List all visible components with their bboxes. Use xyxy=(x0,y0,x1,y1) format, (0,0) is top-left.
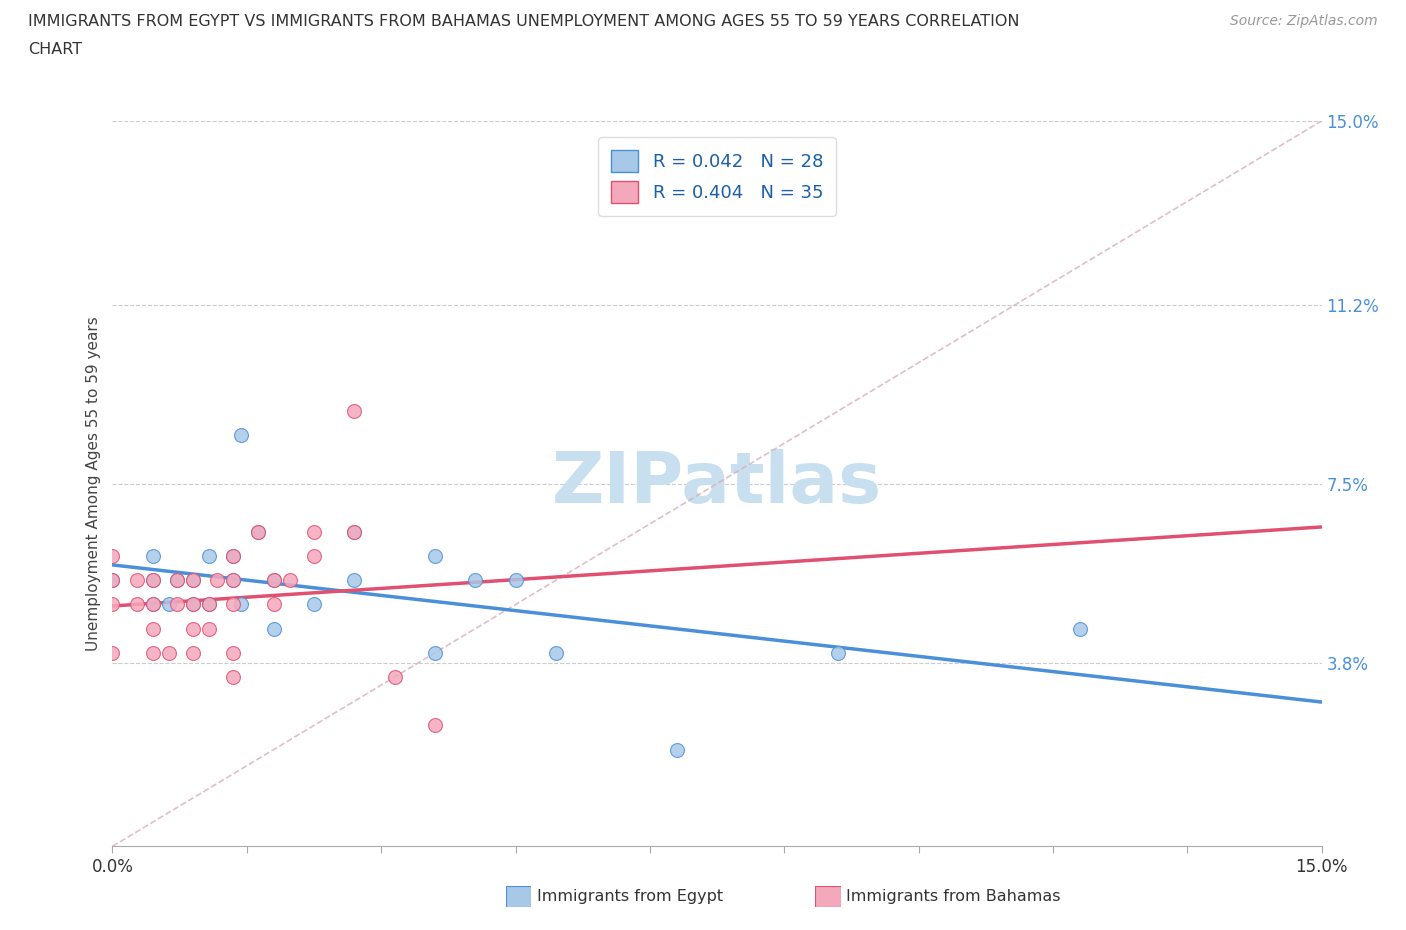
Point xyxy=(181,573,204,588)
Point xyxy=(222,573,245,588)
Point xyxy=(302,525,325,539)
Point xyxy=(302,549,325,564)
Legend: R = 0.042   N = 28, R = 0.404   N = 35: R = 0.042 N = 28, R = 0.404 N = 35 xyxy=(599,138,835,216)
Point xyxy=(198,597,221,612)
Point xyxy=(222,549,245,564)
Point xyxy=(142,549,165,564)
Text: Immigrants from Bahamas: Immigrants from Bahamas xyxy=(846,889,1062,904)
Point xyxy=(263,621,285,636)
Point xyxy=(827,645,849,660)
Point xyxy=(142,597,165,612)
Point xyxy=(166,597,188,612)
Text: CHART: CHART xyxy=(28,42,82,57)
Point xyxy=(1069,621,1091,636)
Point xyxy=(222,670,245,684)
Point xyxy=(302,597,325,612)
Point xyxy=(423,718,446,733)
Point xyxy=(231,428,253,443)
Point xyxy=(101,597,124,612)
Text: Immigrants from Egypt: Immigrants from Egypt xyxy=(537,889,723,904)
Point xyxy=(101,645,124,660)
Point xyxy=(157,597,180,612)
Point xyxy=(231,597,253,612)
Point xyxy=(101,573,124,588)
Point xyxy=(198,621,221,636)
Point xyxy=(157,645,180,660)
Point xyxy=(665,742,688,757)
Point xyxy=(166,573,188,588)
Point xyxy=(198,549,221,564)
Point xyxy=(263,573,285,588)
Text: ZIPatlas: ZIPatlas xyxy=(553,449,882,518)
Point xyxy=(423,549,446,564)
Point xyxy=(181,597,204,612)
Point xyxy=(142,573,165,588)
Point xyxy=(246,525,269,539)
Point xyxy=(222,573,245,588)
Point xyxy=(142,645,165,660)
Point xyxy=(142,573,165,588)
Point xyxy=(222,645,245,660)
Point xyxy=(384,670,406,684)
Point xyxy=(343,525,366,539)
Point xyxy=(181,573,204,588)
Text: Source: ZipAtlas.com: Source: ZipAtlas.com xyxy=(1230,14,1378,28)
Point xyxy=(343,573,366,588)
Point xyxy=(181,621,204,636)
Point xyxy=(343,525,366,539)
Point xyxy=(207,573,229,588)
Point xyxy=(142,621,165,636)
Y-axis label: Unemployment Among Ages 55 to 59 years: Unemployment Among Ages 55 to 59 years xyxy=(86,316,101,651)
Point xyxy=(125,597,148,612)
Point xyxy=(166,573,188,588)
Point xyxy=(125,573,148,588)
Point xyxy=(343,404,366,418)
Point xyxy=(222,549,245,564)
Text: IMMIGRANTS FROM EGYPT VS IMMIGRANTS FROM BAHAMAS UNEMPLOYMENT AMONG AGES 55 TO 5: IMMIGRANTS FROM EGYPT VS IMMIGRANTS FROM… xyxy=(28,14,1019,29)
Point xyxy=(222,597,245,612)
Point xyxy=(181,597,204,612)
Point xyxy=(544,645,567,660)
Point xyxy=(464,573,486,588)
Point xyxy=(101,573,124,588)
Point xyxy=(246,525,269,539)
Point xyxy=(278,573,301,588)
Point xyxy=(101,549,124,564)
Point xyxy=(198,597,221,612)
Point xyxy=(181,645,204,660)
Point xyxy=(505,573,527,588)
Point xyxy=(263,597,285,612)
Point xyxy=(263,573,285,588)
Point xyxy=(142,597,165,612)
Point xyxy=(423,645,446,660)
